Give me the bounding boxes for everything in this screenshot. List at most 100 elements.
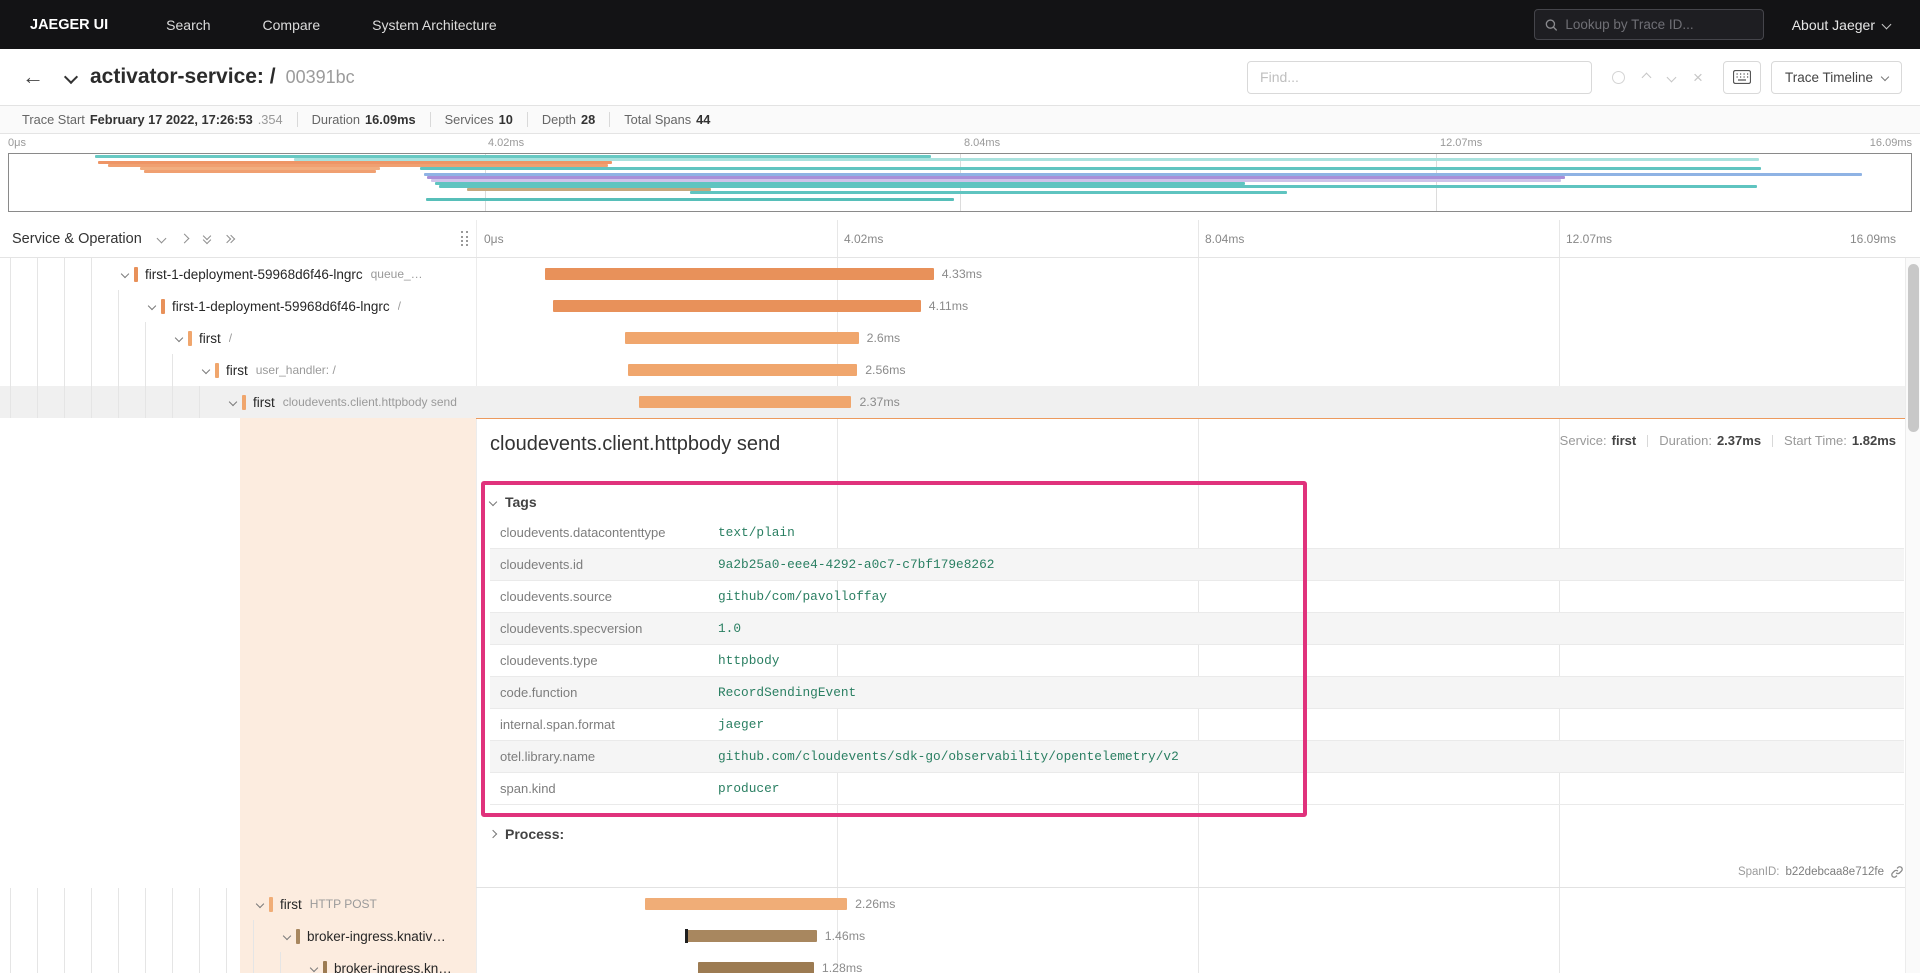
span-duration-label: 2.37ms xyxy=(859,395,900,409)
collapse-trace-chevron[interactable] xyxy=(63,69,79,85)
span-row[interactable]: first / 2.6ms xyxy=(0,322,1920,354)
span-row-timeline[interactable]: 2.37ms xyxy=(476,386,1920,418)
minimap-span xyxy=(427,176,1565,179)
indent-guides xyxy=(10,888,253,920)
trace-view-dropdown[interactable]: Trace Timeline xyxy=(1770,60,1902,94)
minimap-span xyxy=(94,155,932,158)
span-row-label[interactable]: broker-ingress.kn… xyxy=(0,952,476,973)
minimap-tick-labels: 0μs 4.02ms 8.04ms 12.07ms 16.09ms xyxy=(8,137,1912,150)
process-accordion-header[interactable]: Process: xyxy=(488,819,1904,849)
span-row[interactable]: first-1-deployment-59968d6f46-lngrc queu… xyxy=(0,258,1920,290)
span-row-label[interactable]: first-1-deployment-59968d6f46-lngrc / xyxy=(0,290,476,322)
span-row[interactable]: broker-ingress.knativ… 1.46ms xyxy=(0,920,1920,952)
match-highlight-icon[interactable] xyxy=(1612,70,1626,84)
prev-match-icon[interactable] xyxy=(1641,72,1652,82)
span-row-timeline[interactable]: 2.26ms xyxy=(476,888,1920,920)
trace-id-search[interactable] xyxy=(1533,9,1764,40)
span-bar[interactable]: 1.46ms xyxy=(685,929,865,943)
tag-row: internal.span.format jaeger xyxy=(490,709,1904,741)
minimap-viewport[interactable] xyxy=(8,153,1912,212)
span-bar[interactable]: 4.33ms xyxy=(545,267,982,281)
chevron-down-icon[interactable] xyxy=(282,931,292,941)
tags-accordion-header[interactable]: Tags xyxy=(488,487,1904,517)
timeline-gridline xyxy=(1198,220,1199,973)
column-resizer-grip[interactable] xyxy=(461,231,468,246)
span-row-timeline[interactable]: 2.6ms xyxy=(476,322,1920,354)
trace-title-text: activator-service: / xyxy=(90,65,276,88)
keyboard-shortcuts-button[interactable] xyxy=(1722,60,1761,94)
trace-id-input[interactable] xyxy=(1565,17,1753,32)
span-detail-header: cloudevents.client.httpbody send Service… xyxy=(490,433,1904,477)
expand-one-icon[interactable] xyxy=(179,233,190,244)
find-input[interactable] xyxy=(1247,60,1593,94)
trace-view-label: Trace Timeline xyxy=(1784,69,1873,85)
chevron-down-icon[interactable] xyxy=(147,301,157,311)
span-row[interactable]: broker-ingress.kn… 1.28ms xyxy=(0,952,1920,973)
minimap-span xyxy=(140,167,380,170)
span-row-timeline[interactable]: 4.11ms xyxy=(476,290,1920,322)
summary-label: Services xyxy=(444,112,494,127)
span-row-timeline[interactable]: 1.28ms xyxy=(476,952,1920,973)
clear-find-icon[interactable]: × xyxy=(1693,67,1703,87)
service-color-chip xyxy=(215,362,219,378)
scrollbar-thumb[interactable] xyxy=(1908,264,1919,432)
tick-label: 0μs xyxy=(8,137,26,149)
span-row-label[interactable]: first user_handler: / xyxy=(0,354,476,386)
span-row-label[interactable]: first HTTP POST xyxy=(0,888,476,920)
indent-guides xyxy=(10,354,199,386)
nav-item-search[interactable]: Search xyxy=(166,16,211,33)
about-jaeger-menu[interactable]: About Jaeger xyxy=(1792,17,1892,33)
chevron-down-icon[interactable] xyxy=(255,899,265,909)
collapse-all-icon[interactable] xyxy=(202,231,212,244)
span-row-label[interactable]: first cloudevents.client.httpbody send xyxy=(0,386,476,418)
span-row[interactable]: first-1-deployment-59968d6f46-lngrc / 4.… xyxy=(0,290,1920,322)
tag-value: producer xyxy=(718,781,780,796)
back-button[interactable]: ← xyxy=(22,64,44,89)
minimap-span xyxy=(423,173,1862,176)
chevron-down-icon[interactable] xyxy=(228,397,238,407)
tag-value: github.com/cloudevents/sdk-go/observabil… xyxy=(718,749,1179,764)
tag-row: cloudevents.specversion 1.0 xyxy=(490,613,1904,645)
summary-label: Duration xyxy=(311,112,361,127)
expand-all-icon[interactable] xyxy=(222,234,236,243)
span-row-label[interactable]: first-1-deployment-59968d6f46-lngrc queu… xyxy=(0,258,476,290)
trace-id-short: 00391bc xyxy=(285,67,355,87)
tag-row: span.kind producer xyxy=(490,773,1904,805)
span-row[interactable]: first user_handler: / 2.56ms xyxy=(0,354,1920,386)
trace-minimap[interactable]: 0μs 4.02ms 8.04ms 12.07ms 16.09ms xyxy=(0,134,1920,220)
span-row-timeline[interactable]: 2.56ms xyxy=(476,354,1920,386)
span-bar[interactable]: 2.56ms xyxy=(627,363,906,377)
span-bar[interactable]: 2.37ms xyxy=(639,395,900,409)
span-duration-label: 2.56ms xyxy=(865,363,906,377)
span-bar[interactable]: 1.28ms xyxy=(698,961,862,973)
nav-item-system-architecture[interactable]: System Architecture xyxy=(372,16,497,33)
timeline-tick-labels: 0μs 4.02ms 8.04ms 12.07ms 16.09ms xyxy=(476,220,1920,257)
collapse-one-icon[interactable] xyxy=(156,233,167,244)
minimap-span xyxy=(107,164,609,167)
deep-link-icon[interactable] xyxy=(1890,865,1904,879)
span-bar[interactable]: 2.6ms xyxy=(624,331,900,345)
chevron-down-icon[interactable] xyxy=(309,963,319,973)
next-match-icon[interactable] xyxy=(1666,72,1677,82)
span-bar[interactable]: 4.11ms xyxy=(552,299,968,313)
chevron-down-icon[interactable] xyxy=(201,365,211,375)
span-row[interactable]: first HTTP POST 2.26ms xyxy=(0,888,1920,920)
scrollbar[interactable] xyxy=(1905,258,1920,973)
span-row-label[interactable]: broker-ingress.knativ… xyxy=(0,920,476,952)
span-row-timeline[interactable]: 4.33ms xyxy=(476,258,1920,290)
indent-guides xyxy=(10,258,118,290)
tag-value: RecordSendingEvent xyxy=(718,685,857,700)
brand-jaeger-ui[interactable]: JAEGER UI xyxy=(30,16,109,33)
span-row-timeline[interactable]: 1.46ms xyxy=(476,920,1920,952)
indent-guides xyxy=(10,322,172,354)
span-row-selected[interactable]: first cloudevents.client.httpbody send 2… xyxy=(0,386,1920,418)
span-row-label[interactable]: first / xyxy=(0,322,476,354)
summary-ms-suffix: .354 xyxy=(257,112,283,127)
span-bar[interactable]: 2.26ms xyxy=(644,897,895,911)
chevron-down-icon[interactable] xyxy=(120,269,130,279)
tags-table: cloudevents.datacontenttype text/plain cl… xyxy=(490,517,1904,805)
tag-value: jaeger xyxy=(718,717,765,732)
chevron-down-icon[interactable] xyxy=(174,333,184,343)
nav-right: About Jaeger xyxy=(1533,9,1892,40)
nav-item-compare[interactable]: Compare xyxy=(262,16,321,33)
